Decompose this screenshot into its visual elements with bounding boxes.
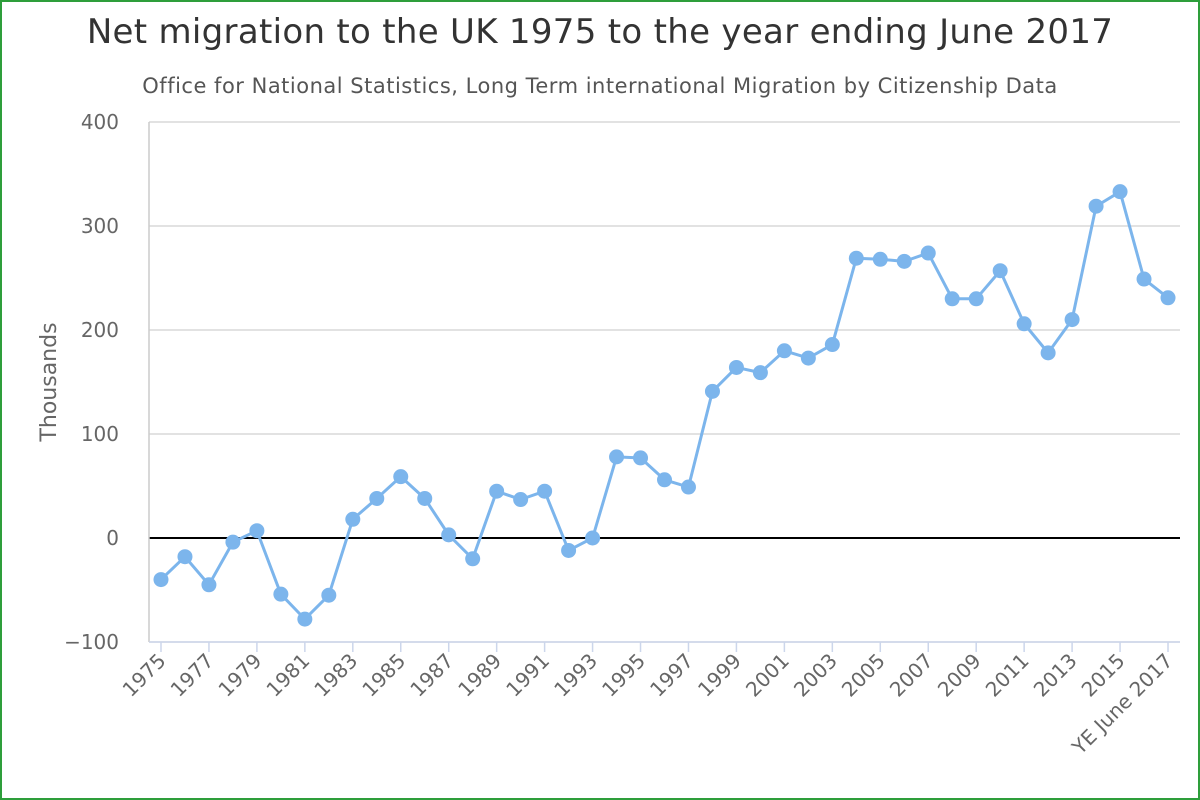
x-tick-label: 2011 [981, 649, 1034, 702]
data-point [609, 449, 625, 465]
data-point [704, 383, 720, 399]
x-tick-label: 1975 [118, 649, 171, 702]
x-tick-label: 1989 [453, 649, 506, 702]
chart-title: Net migration to the UK 1975 to the year… [86, 12, 1114, 52]
data-point [1040, 345, 1056, 361]
data-point [944, 291, 960, 307]
x-tick-label: 1995 [597, 649, 650, 702]
x-tick-label: 2007 [885, 649, 938, 702]
y-tick-label: 100 [81, 422, 119, 446]
data-point [872, 251, 888, 267]
data-point [633, 450, 649, 466]
data-point [776, 343, 792, 359]
data-point [393, 469, 409, 485]
data-point [225, 534, 241, 550]
x-tick-label: 1981 [261, 649, 314, 702]
data-point [1160, 290, 1176, 306]
data-point [417, 490, 433, 506]
data-point [489, 483, 505, 499]
data-point [561, 542, 577, 558]
axes [148, 122, 1180, 652]
data-point [585, 530, 601, 546]
data-point [249, 523, 265, 539]
x-tick-label: 1983 [309, 649, 362, 702]
x-tick-label: 2009 [933, 649, 986, 702]
data-point [177, 549, 193, 565]
data-point [1016, 316, 1032, 332]
x-tick-label: 2001 [741, 649, 794, 702]
data-point [968, 291, 984, 307]
data-point [297, 611, 313, 627]
y-tick-label: 400 [81, 110, 119, 134]
data-point [273, 586, 289, 602]
series-line [159, 190, 1169, 621]
x-tick-label: 2013 [1029, 649, 1082, 702]
data-point [369, 490, 385, 506]
data-point [321, 587, 337, 603]
x-tick-label: 1979 [213, 649, 266, 702]
y-tick-label: 200 [81, 318, 119, 342]
grid-lines [149, 121, 1180, 643]
x-tick-label: 1977 [166, 649, 219, 702]
data-point [752, 365, 768, 381]
series-net-migration [153, 184, 1176, 627]
x-tick-label: 1999 [693, 649, 746, 702]
data-point [465, 551, 481, 567]
data-point [896, 253, 912, 269]
chart-subtitle: Office for National Statistics, Long Ter… [142, 74, 1058, 98]
x-tick-label: 2005 [837, 649, 890, 702]
data-point [824, 337, 840, 353]
x-tick-label: 1997 [645, 649, 698, 702]
y-tick-label: 300 [81, 214, 119, 238]
x-tick-label: 1987 [405, 649, 458, 702]
data-point [657, 472, 672, 488]
data-point [920, 245, 936, 261]
x-tick-label: 1985 [357, 649, 410, 702]
data-point [1136, 271, 1152, 287]
x-tick-label: 1993 [549, 649, 602, 702]
data-point [153, 572, 169, 588]
data-point [537, 483, 553, 499]
y-axis-title: Thousands [37, 322, 62, 442]
data-point [800, 350, 816, 366]
y-tick-label: −100 [64, 630, 119, 654]
data-point [728, 359, 744, 375]
x-tick-label: 2003 [789, 649, 842, 702]
y-tick-label: 0 [106, 526, 119, 550]
x-tick-label: 1991 [501, 649, 554, 702]
data-point [441, 527, 457, 543]
data-point [680, 479, 696, 495]
data-point [201, 577, 217, 593]
data-point [1112, 184, 1128, 200]
data-point [345, 511, 361, 527]
data-point [513, 492, 529, 508]
data-point [1064, 312, 1080, 328]
tick-labels: −1000100200300400Thousands19751977197919… [37, 110, 1178, 760]
data-point [848, 250, 864, 266]
data-point [1088, 198, 1104, 214]
data-point [992, 263, 1008, 279]
